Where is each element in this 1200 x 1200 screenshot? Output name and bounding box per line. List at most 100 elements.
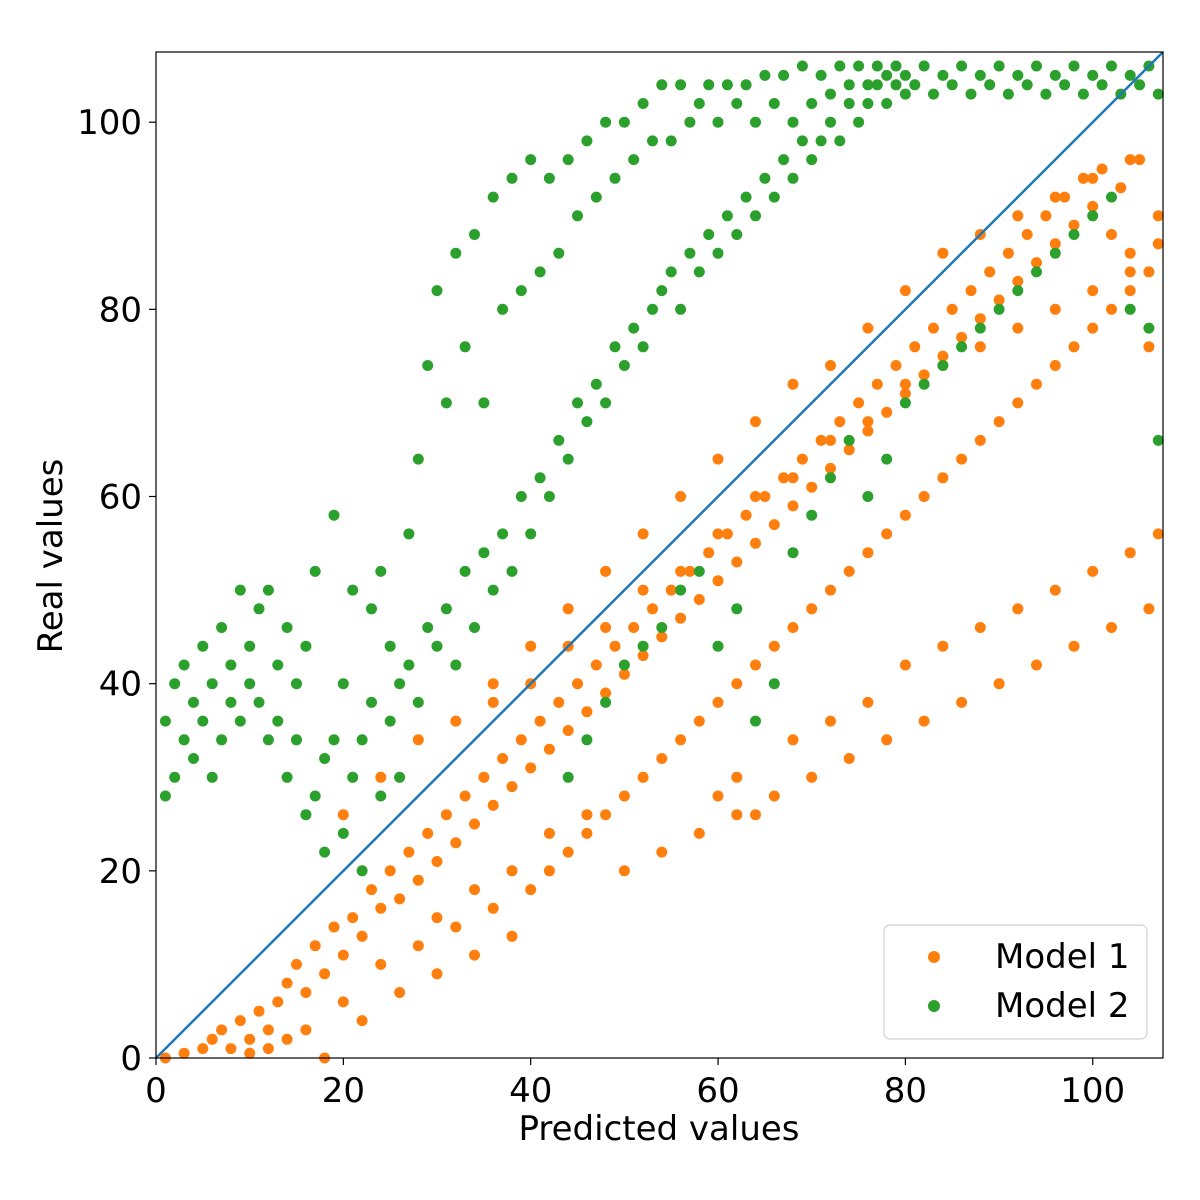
data-point-model-1	[712, 790, 724, 802]
data-point-model-1	[675, 491, 687, 502]
data-point-model-1	[1012, 210, 1024, 222]
data-point-model-1	[1049, 191, 1061, 203]
data-point-model-1	[459, 790, 471, 802]
data-point-model-2	[216, 622, 228, 633]
data-point-model-2	[890, 60, 902, 72]
data-point-model-2	[1012, 69, 1024, 81]
data-point-model-2	[946, 79, 958, 91]
data-point-model-2	[1124, 69, 1136, 81]
data-point-model-1	[862, 696, 874, 708]
data-point-model-1	[581, 827, 593, 839]
data-point-model-1	[178, 1047, 190, 1059]
data-point-model-1	[1068, 219, 1080, 231]
data-point-model-1	[759, 491, 771, 502]
data-point-model-1	[974, 622, 986, 633]
data-point-model-1	[469, 884, 480, 896]
plot-area-frame	[155, 51, 1164, 1059]
data-point-model-2	[262, 584, 274, 596]
data-point-model-1	[928, 322, 939, 334]
data-point-model-1	[787, 622, 799, 633]
data-point-model-1	[1012, 397, 1024, 409]
data-point-model-1	[1124, 154, 1136, 166]
data-point-model-1	[750, 809, 761, 821]
data-point-model-2	[1059, 79, 1071, 91]
data-point-model-1	[665, 584, 677, 596]
data-point-model-2	[656, 285, 668, 297]
data-point-model-1	[628, 622, 640, 633]
data-point-model-1	[740, 509, 752, 521]
data-point-model-1	[525, 884, 537, 896]
data-point-model-1	[440, 809, 452, 821]
data-point-model-2	[497, 303, 509, 315]
x-tick-label: 80	[884, 1071, 927, 1111]
data-point-model-1	[750, 491, 761, 502]
data-point-model-1	[618, 865, 630, 877]
data-point-model-2	[244, 640, 256, 652]
data-point-model-1	[300, 987, 312, 998]
data-point-model-1	[637, 528, 649, 540]
data-point-model-2	[1012, 285, 1024, 297]
data-point-model-1	[881, 406, 893, 418]
data-point-model-1	[806, 481, 818, 493]
data-point-model-1	[487, 902, 499, 914]
data-point-model-2	[1068, 60, 1080, 72]
data-point-model-2	[347, 771, 359, 783]
data-point-model-1	[319, 968, 331, 980]
x-axis-label: Predicted values	[519, 1109, 800, 1149]
data-point-model-1	[712, 453, 724, 465]
data-point-model-2	[796, 135, 808, 147]
data-point-model-2	[291, 678, 302, 690]
data-point-model-2	[731, 98, 743, 109]
data-point-model-1	[1049, 584, 1061, 596]
data-point-model-2	[993, 60, 1005, 72]
data-point-model-1	[825, 462, 836, 474]
data-point-model-2	[375, 565, 387, 577]
data-point-model-1	[234, 1015, 246, 1027]
data-point-model-2	[862, 491, 874, 502]
data-point-model-2	[328, 734, 340, 746]
data-point-model-2	[637, 341, 649, 353]
legend: Model 1 Model 2	[883, 924, 1148, 1040]
data-point-model-2	[806, 98, 818, 109]
data-point-model-1	[562, 846, 574, 858]
data-point-model-2	[759, 69, 771, 81]
y-tick-label: 20	[99, 852, 142, 892]
data-point-model-2	[1143, 322, 1155, 334]
data-point-model-2	[609, 172, 621, 184]
data-point-model-2	[281, 622, 293, 633]
data-point-model-1	[562, 725, 574, 736]
y-tick-label: 40	[99, 665, 142, 705]
data-point-model-1	[375, 771, 387, 783]
data-point-model-1	[881, 734, 893, 746]
data-point-model-2	[225, 659, 237, 671]
data-point-model-1	[347, 912, 359, 924]
data-point-model-2	[487, 584, 499, 596]
data-point-model-1	[450, 837, 462, 849]
x-tick-label: 40	[509, 1071, 552, 1111]
data-point-model-1	[600, 565, 612, 577]
data-point-model-1	[244, 1047, 256, 1059]
data-point-model-1	[469, 818, 480, 830]
data-point-model-2	[478, 547, 490, 559]
data-point-model-1	[703, 547, 715, 559]
data-point-model-2	[525, 528, 537, 540]
data-point-model-1	[946, 303, 958, 315]
data-point-model-2	[169, 678, 181, 690]
data-point-model-1	[890, 360, 902, 371]
y-tick-label: 60	[99, 478, 142, 518]
legend-marker-model-2	[928, 1000, 940, 1012]
data-point-model-1	[1134, 154, 1146, 166]
x-tick-label: 0	[145, 1071, 167, 1111]
data-point-model-1	[721, 528, 733, 540]
data-point-model-2	[656, 79, 668, 91]
data-point-model-1	[862, 322, 874, 334]
data-point-model-1	[497, 753, 509, 764]
data-point-model-1	[993, 416, 1005, 428]
data-point-model-1	[337, 949, 349, 961]
data-point-model-1	[337, 996, 349, 1008]
data-point-model-1	[825, 360, 836, 371]
data-point-model-1	[937, 640, 949, 652]
data-point-model-1	[431, 968, 443, 980]
data-point-model-2	[543, 172, 555, 184]
